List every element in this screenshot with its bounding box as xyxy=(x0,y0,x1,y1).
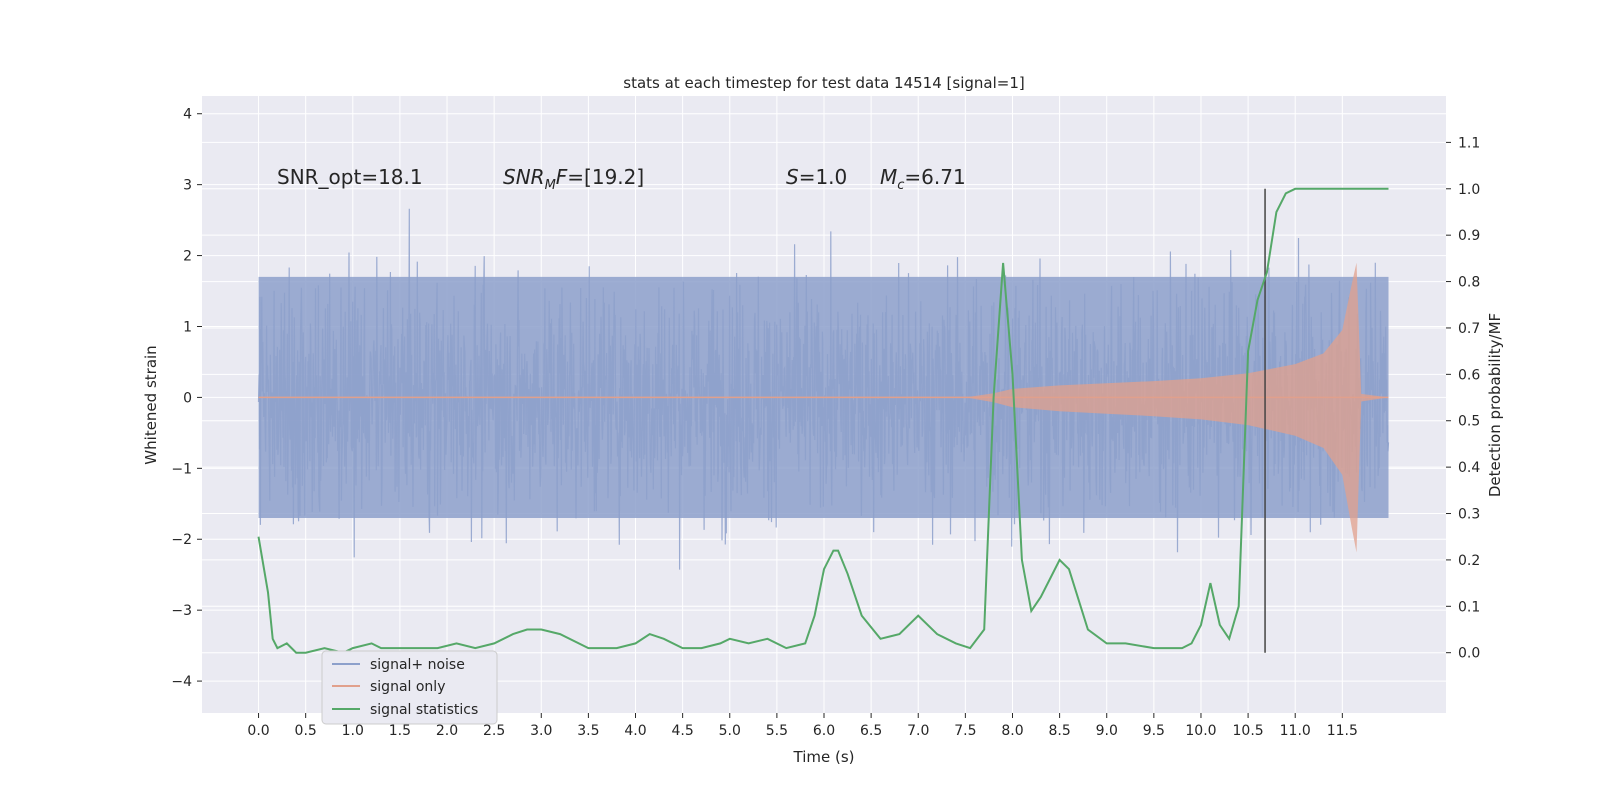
legend-box xyxy=(321,650,498,725)
signal-statistics-line xyxy=(257,187,1389,654)
y2-tick-label: 0.2 xyxy=(1458,553,1480,569)
y2-tick-label: 0.6 xyxy=(1458,367,1480,383)
x-tick-label: 1.5 xyxy=(389,723,411,739)
x-tick-label: 6.5 xyxy=(860,723,882,739)
x-tick-label: 8.5 xyxy=(1048,723,1070,739)
legend-label-signal-only: signal only xyxy=(370,679,445,695)
annotation-snr-opt: SNR_opt=18.1 xyxy=(277,165,423,189)
x-tick-label: 10.5 xyxy=(1233,723,1264,739)
annotation-snr-mf: SNRMF=[19.2] xyxy=(503,165,644,193)
y-ticks: 4 3 2 1 0 −1 −2 −3 −4 xyxy=(171,107,202,690)
y2-tick-label: 0.8 xyxy=(1458,275,1480,291)
x-tick-label: 5.5 xyxy=(766,723,788,739)
x-tick-label: 7.0 xyxy=(907,723,929,739)
x-tick-label: 2.0 xyxy=(436,723,458,739)
annotation-mc: Mc=6.71 xyxy=(880,165,966,193)
legend-label-noise: signal+ noise xyxy=(370,657,465,673)
y2-tick-label: 0.3 xyxy=(1458,507,1480,523)
x-tick-label: 8.0 xyxy=(1001,723,1023,739)
x-tick-label: 7.5 xyxy=(954,723,976,739)
signal-only-area xyxy=(258,262,1389,553)
x-tick-label: 3.0 xyxy=(530,723,552,739)
y-tick-label: −4 xyxy=(171,674,192,690)
signal-noise-line xyxy=(257,208,1390,570)
annotation-s: S=1.0 xyxy=(786,165,847,189)
x-tick-label: 9.5 xyxy=(1143,723,1165,739)
y2-tick-label: 0.9 xyxy=(1458,228,1480,244)
x-tick-label: 2.5 xyxy=(483,723,505,739)
x-tick-label: 4.0 xyxy=(624,723,646,739)
y2-tick-label: 0.1 xyxy=(1458,599,1480,615)
y-tick-label: 2 xyxy=(183,249,192,265)
x-tick-label: 0.5 xyxy=(295,723,317,739)
x-tick-label: 5.0 xyxy=(719,723,741,739)
y2-tick-label: 1.1 xyxy=(1458,135,1480,151)
y2-tick-label: 0.7 xyxy=(1458,321,1480,337)
signal-only-series xyxy=(258,262,1389,553)
x-tick-label: 4.5 xyxy=(672,723,694,739)
legend: signal+ noise signal only signal statist… xyxy=(321,650,498,725)
legend-label-statistics: signal statistics xyxy=(370,702,478,718)
y-tick-label: 1 xyxy=(183,319,192,335)
y-tick-label: −1 xyxy=(171,461,192,477)
y2-tick-label: 0.5 xyxy=(1458,414,1480,430)
y2-axis-label: Detection probability/MF xyxy=(1486,313,1504,497)
y-axis-label: Whitened strain xyxy=(142,345,160,464)
y-tick-label: 4 xyxy=(183,107,192,123)
x-tick-label: 6.0 xyxy=(813,723,835,739)
x-tick-label: 3.5 xyxy=(577,723,599,739)
y-tick-label: −2 xyxy=(171,532,192,548)
x-tick-label: 11.0 xyxy=(1280,723,1311,739)
x-axis-label: Time (s) xyxy=(793,748,855,766)
x-tick-label: 10.0 xyxy=(1185,723,1216,739)
x-tick-label: 9.0 xyxy=(1096,723,1118,739)
x-ticks: 0.0 0.5 1.0 1.5 2.0 2.5 3.0 3.5 4.0 4.5 5.0 5.5 6.0 6… xyxy=(247,713,1358,739)
x-tick-label: 11.5 xyxy=(1327,723,1358,739)
y2-tick-label: 1.0 xyxy=(1458,182,1480,198)
y2-tick-label: 0.0 xyxy=(1458,646,1480,662)
y-tick-label: −3 xyxy=(171,603,192,619)
signal-statistics-series xyxy=(257,187,1389,654)
y2-tick-label: 0.4 xyxy=(1458,460,1480,476)
chart-title: stats at each timestep for test data 145… xyxy=(623,74,1024,92)
x-tick-label: 0.0 xyxy=(247,723,269,739)
y2-ticks: 1.1 1.0 0.9 0.8 0.7 0.6 0.5 0.4 0.3 0.2 0.1 0.0 xyxy=(1446,135,1480,662)
x-tick-label: 1.0 xyxy=(342,723,364,739)
y-tick-label: 3 xyxy=(183,178,192,194)
y-tick-label: 0 xyxy=(183,390,192,406)
